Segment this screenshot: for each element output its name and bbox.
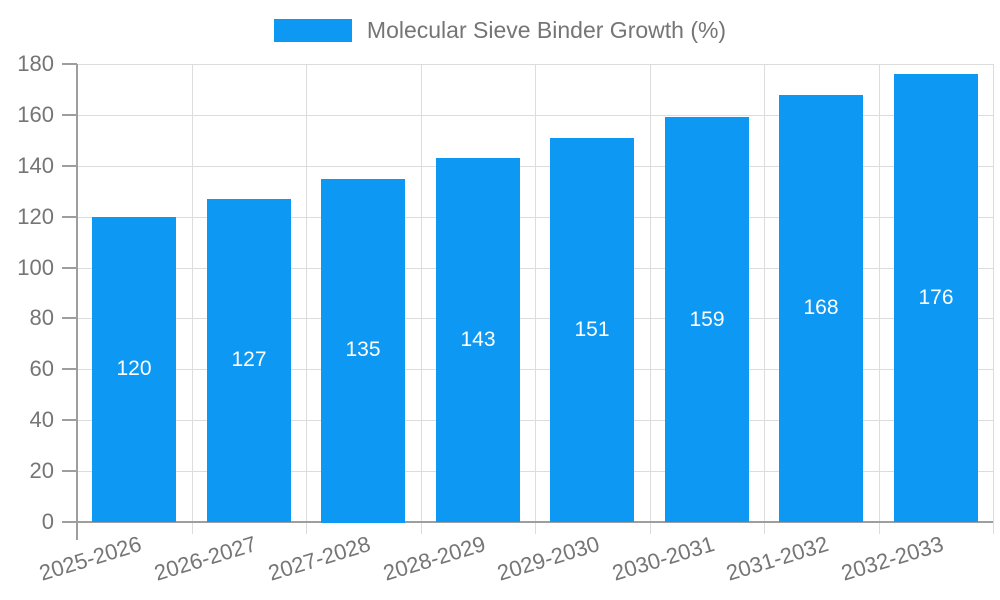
y-axis-tick	[62, 114, 77, 116]
x-axis-tick-label: 2032-2033	[838, 531, 947, 586]
y-axis-tick	[62, 521, 77, 523]
v-gridline	[764, 64, 765, 534]
legend: Molecular Sieve Binder Growth (%)	[0, 17, 1000, 44]
v-gridline	[421, 64, 422, 534]
y-axis-tick-label: 100	[17, 255, 54, 280]
x-axis-tick-label: 2026-2027	[151, 531, 260, 586]
x-axis-tick-label: 2027-2028	[265, 531, 374, 586]
legend-swatch	[273, 19, 352, 42]
bar[interactable]	[92, 217, 176, 522]
x-axis-tick-label: 2029-2030	[494, 531, 603, 586]
bar[interactable]	[779, 95, 863, 522]
y-axis-tick	[62, 216, 77, 218]
bar[interactable]	[894, 74, 978, 522]
y-axis-tick	[62, 63, 77, 65]
bar[interactable]	[550, 138, 634, 522]
bar-value-label: 120	[116, 357, 152, 380]
bar-value-label: 143	[460, 328, 496, 351]
legend-label: Molecular Sieve Binder Growth (%)	[366, 17, 727, 43]
x-axis-tick-label: 2025-2026	[36, 531, 145, 586]
bar-value-label: 168	[803, 296, 839, 319]
y-axis-tick	[62, 267, 77, 269]
y-axis-tick-label: 80	[29, 305, 54, 330]
bar-value-label: 127	[231, 348, 267, 371]
bar[interactable]	[321, 179, 405, 523]
y-axis-tick-label: 0	[41, 509, 54, 534]
y-axis-tick	[62, 419, 77, 421]
bar[interactable]	[436, 158, 520, 522]
y-axis-tick-label: 60	[29, 356, 54, 381]
y-axis-tick-label: 120	[17, 204, 54, 229]
bar-value-label: 135	[345, 338, 381, 361]
y-axis-tick	[62, 165, 77, 167]
v-gridline	[306, 64, 307, 534]
bar[interactable]	[207, 199, 291, 522]
y-axis-tick-label: 20	[29, 458, 54, 483]
v-gridline	[192, 64, 193, 534]
v-gridline	[535, 64, 536, 534]
bar-value-label: 176	[918, 286, 954, 309]
y-axis-line	[76, 64, 78, 540]
y-axis-tick	[62, 317, 77, 319]
v-gridline	[993, 64, 994, 534]
y-axis-tick-label: 140	[17, 153, 54, 178]
bar[interactable]	[665, 117, 749, 522]
y-axis-tick	[62, 368, 77, 370]
x-axis-tick-label: 2028-2029	[380, 531, 489, 586]
v-gridline	[650, 64, 651, 534]
bar-value-label: 151	[574, 318, 610, 341]
y-axis-tick-label: 180	[17, 51, 54, 76]
y-axis-tick	[62, 470, 77, 472]
v-gridline	[879, 64, 880, 534]
x-axis-tick-label: 2030-2031	[609, 531, 718, 586]
x-axis-line	[76, 521, 993, 523]
y-axis-tick-label: 40	[29, 407, 54, 432]
legend-item[interactable]: Molecular Sieve Binder Growth (%)	[273, 17, 727, 44]
y-axis-tick-label: 160	[17, 102, 54, 127]
x-axis-tick-label: 2031-2032	[723, 531, 832, 586]
bar-value-label: 159	[689, 308, 725, 331]
